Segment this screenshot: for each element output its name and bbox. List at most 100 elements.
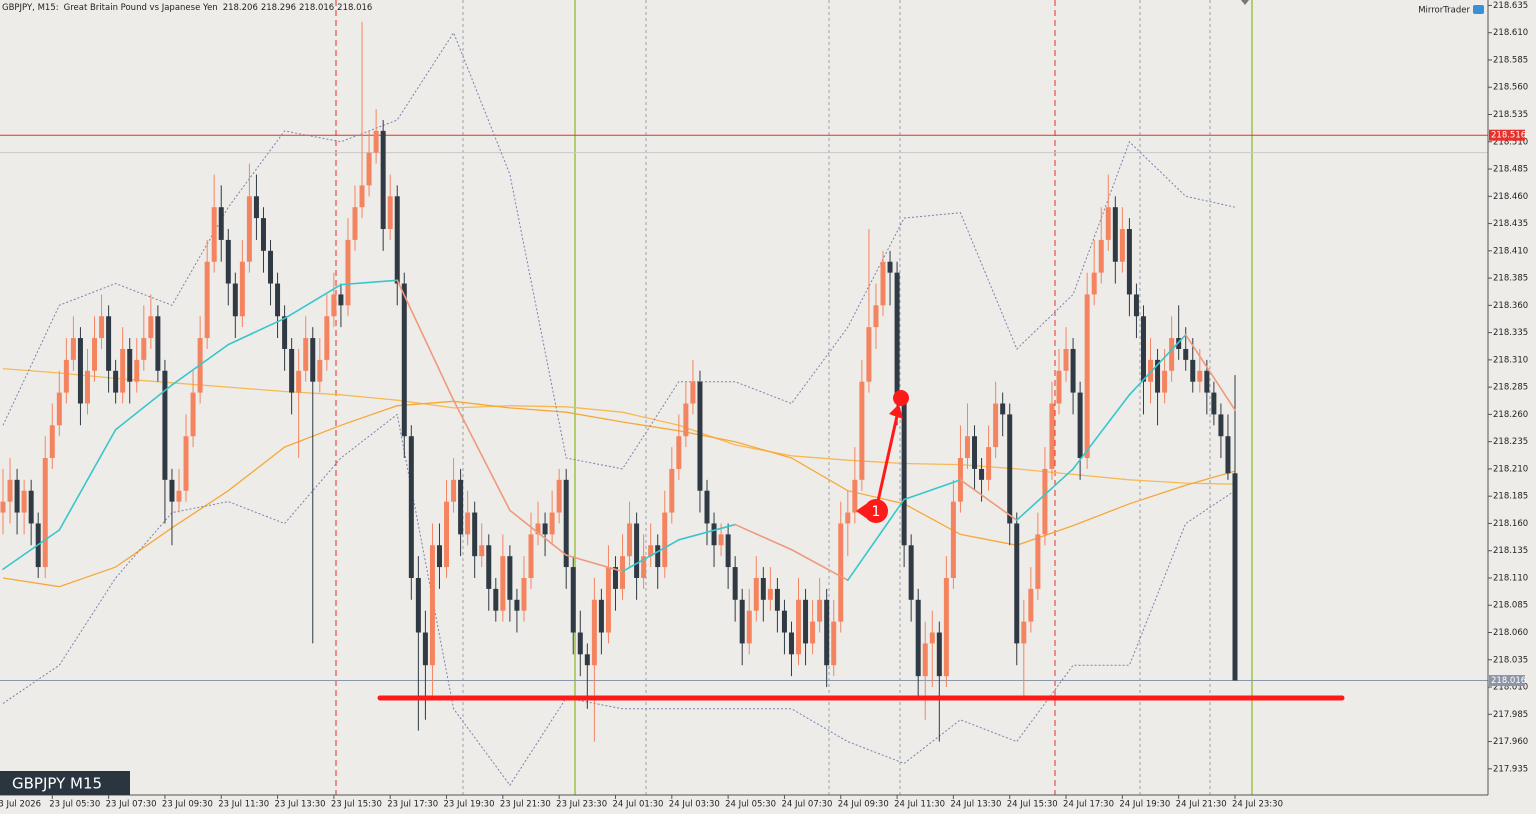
brand-icon [1473,5,1484,14]
candle-body [1077,392,1083,459]
x-tick-label: 24 Jul 09:30 [838,800,889,810]
fast-ma-segment [959,479,1018,521]
candle-body [570,567,576,633]
brand: MirrorTrader [1418,6,1470,16]
plot-area [0,21,1488,787]
x-tick-label: 23 Jul 2026 [0,800,41,810]
y-tick-label: 218.485 [1493,165,1528,175]
candle-body [598,599,604,633]
indicator-line [2,367,1236,485]
period-separators [335,0,1253,795]
candle-body [894,272,900,404]
x-tick-label: 24 Jul 03:30 [669,800,720,810]
candle-body [1126,229,1132,295]
candle-body [352,207,358,240]
y-tick-label: 218.510 [1493,137,1528,147]
candle-body [42,458,48,568]
candle-body [591,599,597,666]
candle-body [1176,338,1182,349]
candle-body [63,359,69,393]
y-tick-label: 218.610 [1493,28,1528,38]
candle-body [275,283,281,317]
y-tick-label: 218.535 [1493,110,1528,120]
fast-ma-segment [2,529,61,571]
x-tick-label: 23 Jul 21:30 [500,800,551,810]
candle-body [310,338,316,382]
candle-body [683,403,689,437]
candle-body [387,196,393,230]
y-tick-label: 218.385 [1493,274,1528,284]
fast-ma-segment [114,384,173,431]
candle-body [620,556,626,589]
candle-body [472,512,478,557]
candle-body [1035,534,1041,589]
x-tick-label: 24 Jul 19:30 [1119,800,1170,810]
symbol-label: GBPJPY M15 [12,775,102,793]
candle-body [1204,370,1210,393]
candle-body [577,632,583,655]
candle-body [1155,359,1161,393]
candle-body [612,567,618,589]
candle-body [1119,229,1125,262]
candle-body [84,370,90,404]
candle-body [373,130,379,153]
candle-body [366,152,372,186]
candle-body [14,479,20,513]
candle-body [542,523,548,535]
candle-body [873,305,879,328]
candle-body [803,599,809,644]
candle-body [380,130,386,230]
fast-ma-segment [283,283,342,320]
pointer [856,504,866,518]
candle-body [563,479,569,568]
candle-body [1063,348,1069,371]
x-tick-label: 23 Jul 07:30 [106,800,157,810]
candle-body [239,261,245,317]
fast-ma-segment [1015,468,1074,521]
candle-body [204,261,210,339]
candle-body [0,501,6,513]
y-tick-label: 218.410 [1493,246,1528,256]
marker-number: 1 [872,504,881,520]
candle-body [458,479,464,535]
candle-body [845,512,851,524]
y-tick-label: 218.185 [1493,492,1528,502]
candle-body [852,479,858,513]
candle-body [92,338,98,371]
y-tick-label: 218.160 [1493,519,1528,529]
candle-body [190,392,196,437]
candle-body [183,436,189,491]
candle-body [1218,414,1224,437]
y-tick-label: 218.210 [1493,464,1528,474]
candle-body [7,479,13,502]
candle-body [1049,403,1055,469]
fast-ma-segment [509,509,568,556]
candle-body [627,523,633,557]
candle-body [324,316,330,360]
header-close: 218.016 [337,3,372,13]
fast-ma-segment [903,479,962,501]
candle-body [56,392,62,426]
candle-body [1028,588,1034,622]
candle-body [507,556,513,600]
candle-body [232,283,238,317]
candle-body [1211,392,1217,415]
candle-body [49,425,55,459]
price-level-box [1489,129,1525,141]
candle-body [401,283,407,437]
y-tick-label: 218.285 [1493,383,1528,393]
candle-body [669,468,675,513]
candle-body [964,436,970,459]
candle-body [218,207,224,240]
candle-body [429,545,435,666]
candle-body [528,534,534,578]
candle-body [887,261,893,273]
candle-body [303,338,309,371]
y-tick-label: 218.585 [1493,55,1528,65]
candle-body [535,523,541,535]
candle-body [732,567,738,600]
candle-body [338,294,344,306]
candle-body [641,556,647,578]
candle-body [521,577,527,611]
